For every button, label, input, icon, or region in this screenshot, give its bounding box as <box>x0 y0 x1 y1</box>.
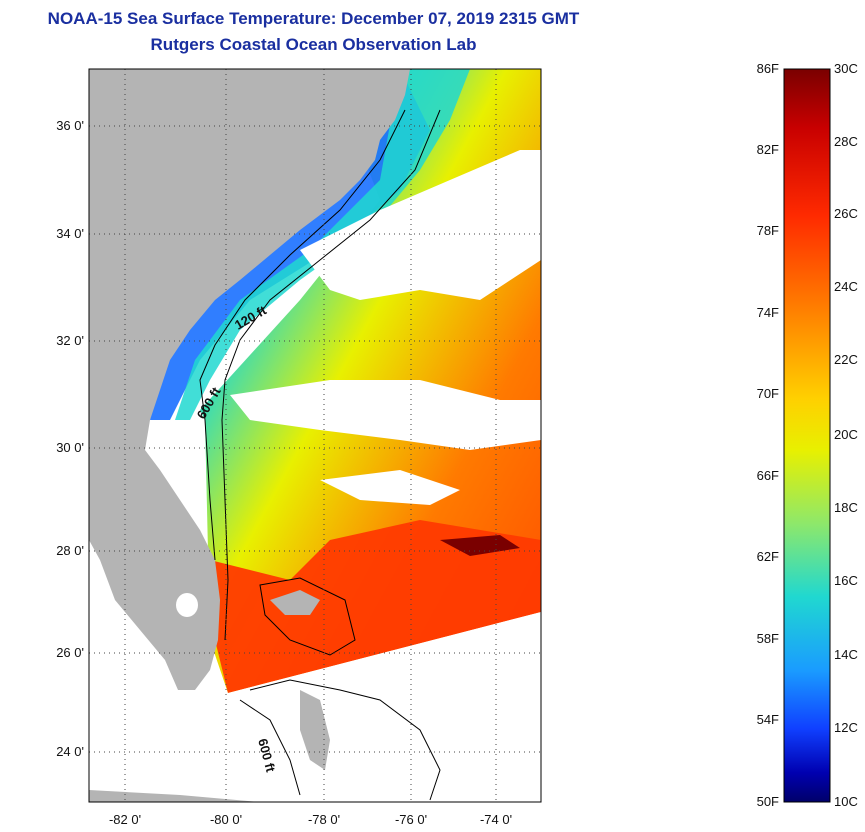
lon-label-80: -80 0' <box>210 812 242 827</box>
contour-bahamas-west <box>239 699 301 796</box>
cb-f-58: 58F <box>757 631 779 646</box>
cb-c-10: 10C <box>834 794 858 809</box>
cb-c-28: 28C <box>834 134 858 149</box>
lon-label-74: -74 0' <box>480 812 512 827</box>
lat-label-36: 36 0' <box>56 118 84 133</box>
cb-c-20: 20C <box>834 427 858 442</box>
cb-f-66: 66F <box>757 468 779 483</box>
cb-c-12: 12C <box>834 720 858 735</box>
contour-120ft <box>199 109 406 561</box>
lon-labels: -82 0' -80 0' -78 0' -76 0' -74 0' <box>109 812 512 827</box>
cb-f-82: 82F <box>757 142 779 157</box>
colorbar-f-labels: 86F 82F 78F 74F 70F 66F 62F 58F 54F 50F <box>757 61 779 809</box>
lat-label-30: 30 0' <box>56 440 84 455</box>
colorbar: 86F 82F 78F 74F 70F 66F 62F 58F 54F 50F … <box>757 61 858 809</box>
cb-c-14: 14C <box>834 647 858 662</box>
map-title: NOAA-15 Sea Surface Temperature: Decembe… <box>47 9 580 28</box>
graticule <box>89 69 541 802</box>
lat-label-26: 26 0' <box>56 645 84 660</box>
map-border <box>88 68 542 803</box>
colorbar-c-labels: 30C 28C 26C 24C 22C 20C 18C 16C 14C 12C … <box>834 61 858 809</box>
cb-f-54: 54F <box>757 712 779 727</box>
contour-600ft <box>221 109 441 641</box>
contour-bahamas-south <box>249 679 441 801</box>
cb-f-74: 74F <box>757 305 779 320</box>
cb-c-18: 18C <box>834 500 858 515</box>
lat-label-32: 32 0' <box>56 333 84 348</box>
cb-f-78: 78F <box>757 223 779 238</box>
warm-gulf-stream <box>210 520 541 693</box>
cb-c-16: 16C <box>834 573 858 588</box>
contour-bahama-bank <box>259 577 356 656</box>
land-bahamas <box>300 690 330 770</box>
cloud-cover-1 <box>300 150 541 300</box>
cb-c-26: 26C <box>834 206 858 221</box>
lat-label-24: 24 0' <box>56 744 84 759</box>
cb-c-24: 24C <box>834 279 858 294</box>
cb-f-62: 62F <box>757 549 779 564</box>
cb-c-22: 22C <box>834 352 858 367</box>
cb-c-30: 30C <box>834 61 858 76</box>
cb-f-86: 86F <box>757 61 779 76</box>
map-subtitle: Rutgers Coastal Ocean Observation Lab <box>150 35 477 54</box>
cb-f-70: 70F <box>757 386 779 401</box>
land-cuba <box>89 790 260 802</box>
cloud-cover-2 <box>230 380 541 450</box>
lon-label-76: -76 0' <box>395 812 427 827</box>
land-southeast-us <box>89 69 410 690</box>
sst-field <box>89 69 541 802</box>
cloud-cover-3 <box>320 470 460 505</box>
land-grand-bahama <box>270 590 320 615</box>
lon-label-82: -82 0' <box>109 812 141 827</box>
lon-label-78: -78 0' <box>308 812 340 827</box>
cb-f-50: 50F <box>757 794 779 809</box>
lat-label-34: 34 0' <box>56 226 84 241</box>
colorbar-gradient <box>783 68 831 803</box>
lake-okeechobee <box>176 593 198 617</box>
lat-labels: 36 0' 34 0' 32 0' 30 0' 28 0' 26 0' 24 0… <box>56 118 84 759</box>
lat-label-28: 28 0' <box>56 543 84 558</box>
